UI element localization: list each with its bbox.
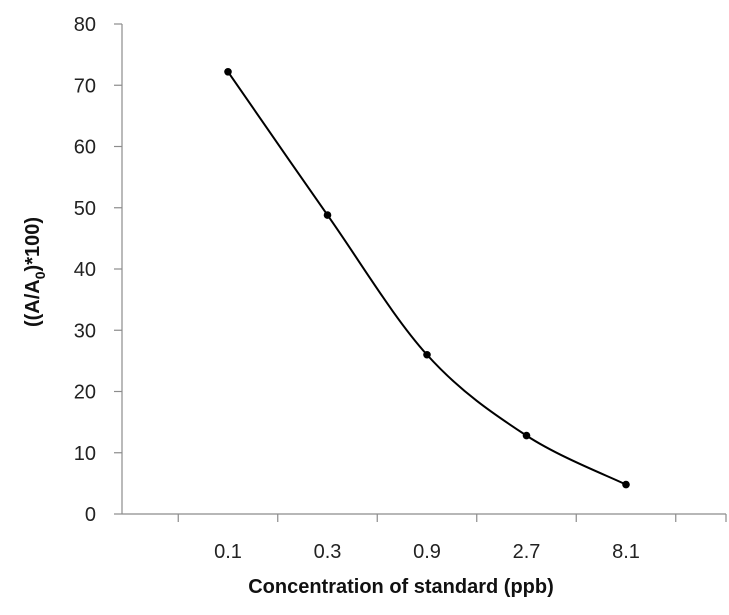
- y-tick-label: 70: [74, 75, 96, 97]
- y-tick-label: 60: [74, 137, 96, 159]
- y-tick-label: 80: [74, 14, 96, 36]
- series-layer: [224, 67, 630, 489]
- data-point: [323, 211, 332, 219]
- data-point: [522, 431, 531, 440]
- data-point: [622, 480, 630, 489]
- x-tick-label: 8.1: [612, 541, 640, 563]
- y-tick-label: 50: [74, 198, 96, 220]
- data-point: [423, 350, 431, 359]
- y-tick-label: 10: [74, 443, 96, 465]
- y-axis-title-suffix: )*100): [22, 217, 44, 271]
- y-tick-label: 40: [74, 259, 96, 281]
- series-line: [227, 71, 627, 486]
- x-tick-label: 0.3: [314, 541, 342, 563]
- data-point: [224, 67, 232, 76]
- x-tick-label: 2.7: [513, 541, 541, 563]
- y-tick-label: 20: [74, 382, 96, 404]
- y-axis-title: ((A/A0)*100): [22, 217, 48, 327]
- x-tick-label: 0.9: [413, 541, 441, 563]
- x-tick-label: 0.1: [214, 541, 242, 563]
- y-tick-label: 0: [85, 504, 96, 526]
- x-axis-title: Concentration of standard (ppb): [248, 576, 554, 598]
- y-tick-label: 30: [74, 320, 96, 342]
- x-axis: 0.1 0.3 0.9 2.7 8.1: [122, 513, 727, 563]
- y-axis-title-subscript: 0: [32, 271, 48, 279]
- y-axis: 0 10 20 30 40 50 60 70 80: [74, 14, 123, 526]
- y-axis-title-prefix: ((A/A: [22, 279, 44, 327]
